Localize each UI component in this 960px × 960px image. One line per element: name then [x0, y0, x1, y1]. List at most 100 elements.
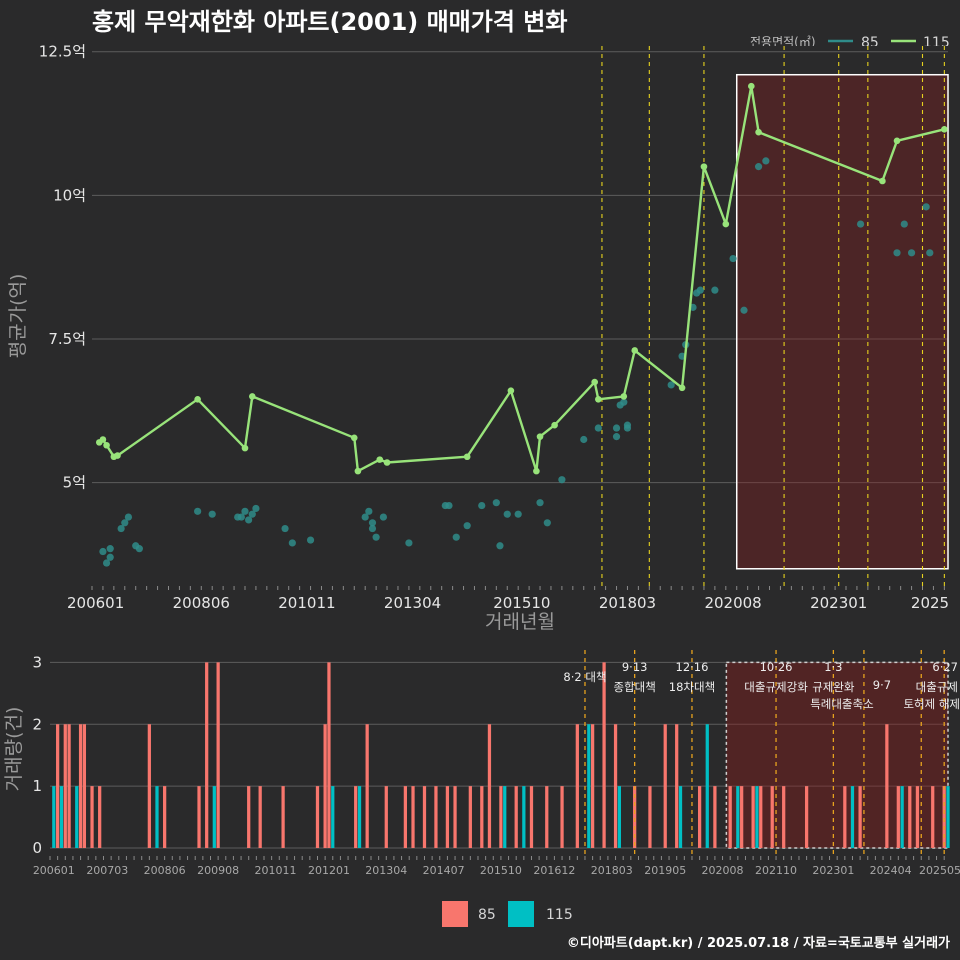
volume-bar-85 [365, 724, 369, 848]
price-point-85 [452, 533, 460, 541]
volume-x-tick-label: 200703 [86, 864, 128, 877]
volume-bar-85 [197, 786, 201, 848]
volume-bar-85 [545, 786, 549, 848]
policy-annotation-label: 규제완화 [812, 680, 855, 694]
price-point-115 [879, 177, 886, 185]
volume-bar-115 [900, 786, 904, 848]
volume-bar-115 [503, 786, 507, 848]
price-point-85 [306, 536, 315, 544]
volume-x-tick-label: 202008 [702, 864, 744, 877]
volume-legend-swatch-115 [508, 901, 534, 927]
price-point-85 [922, 203, 930, 211]
volume-bar-85 [770, 786, 774, 848]
price-point-85 [754, 163, 763, 171]
volume-bar-85 [728, 786, 732, 848]
volume-x-tick-label: 202505 [919, 864, 960, 877]
price-point-115 [383, 459, 391, 466]
volume-bar-85 [782, 786, 786, 848]
price-point-85 [372, 533, 380, 541]
volume-bar-85 [514, 786, 518, 848]
price-point-85 [696, 286, 704, 294]
volume-bar-85 [590, 724, 595, 848]
footer-credit: ©디아파트(dapt.kr) / 2025.07.18 / 자료=국토교통부 실… [567, 935, 950, 951]
price-point-85 [612, 424, 621, 432]
volume-x-tick-label: 201011 [254, 864, 296, 877]
volume-bar-115 [850, 786, 855, 848]
volume-y-axis-title: 거래량(건) [3, 707, 25, 792]
volume-bar-85 [613, 724, 618, 848]
volume-bar-85 [648, 786, 652, 848]
volume-y-tick-label: 1 [32, 777, 42, 795]
volume-x-tick-label: 202404 [870, 864, 912, 877]
price-point-115 [114, 452, 121, 459]
price-point-85 [445, 501, 453, 510]
volume-bar-85 [216, 662, 220, 848]
price-point-85 [478, 501, 486, 510]
volume-bar-85 [403, 786, 408, 848]
price-point-115 [533, 467, 540, 475]
price-point-85 [496, 542, 504, 550]
volume-x-tick-label: 201304 [365, 864, 407, 877]
price-point-115 [241, 444, 249, 452]
volume-bar-85 [147, 724, 151, 848]
policy-annotation-label: 대출규제 [916, 680, 958, 694]
price-point-85 [536, 499, 544, 507]
price-point-115 [700, 163, 708, 170]
price-y-tick-label: 5억 [63, 474, 86, 492]
price-point-115 [678, 384, 686, 392]
price-point-115 [591, 378, 598, 386]
volume-bar-85 [56, 724, 60, 848]
price-y-axis-title: 평균가(억) [7, 274, 29, 359]
volume-bar-85 [759, 786, 763, 848]
price-point-85 [558, 476, 566, 484]
volume-bar-85 [560, 786, 564, 848]
price-point-115 [722, 220, 730, 228]
price-point-85 [117, 524, 125, 533]
price-point-115 [595, 395, 602, 403]
price-point-85 [463, 522, 471, 530]
price-point-115 [620, 393, 628, 400]
price-x-tick-label: 201011 [278, 594, 335, 612]
price-point-85 [245, 516, 253, 524]
price-point-115 [893, 137, 901, 145]
price-point-85 [543, 519, 551, 527]
volume-bar-85 [915, 786, 920, 848]
volume-bar-85 [575, 724, 579, 848]
price-point-85 [907, 249, 916, 257]
price-point-85 [503, 510, 511, 518]
price-panel: 5억 7.5억 10억 12.5억 200601 200806 201011 201304 20… [7, 43, 949, 633]
policy-annotation-label: 토허제 해제 [903, 697, 960, 711]
policy-annotation-label: 8·2 대책 [563, 670, 606, 684]
price-point-85 [856, 220, 865, 228]
volume-bar-85 [354, 786, 358, 848]
volume-x-tick-label: 202110 [755, 864, 797, 877]
price-x-tick-label: 200601 [67, 594, 124, 612]
policy-date-label: 6·27 [932, 660, 958, 674]
volume-bar-115 [678, 786, 683, 848]
volume-x-tick-label: 201510 [480, 864, 522, 877]
policy-date-label: 12·16 [676, 660, 709, 674]
volume-bar-85 [896, 786, 900, 848]
volume-bar-115 [52, 786, 56, 848]
volume-bar-85 [499, 786, 503, 848]
volume-bar-85 [843, 786, 847, 848]
price-point-85 [208, 510, 216, 518]
volume-bar-85 [740, 786, 744, 848]
volume-x-tick-label: 201201 [308, 864, 350, 877]
volume-bar-85 [487, 724, 492, 848]
volume-bar-85 [78, 724, 83, 848]
price-point-85 [900, 220, 908, 228]
volume-y-tick-label: 3 [32, 653, 42, 671]
volume-bar-85 [858, 786, 862, 848]
price-point-85 [365, 507, 373, 515]
volume-bar-115 [755, 786, 759, 848]
price-point-115 [350, 434, 358, 442]
volume-bar-85 [205, 662, 209, 848]
price-point-85 [620, 398, 628, 406]
volume-legend: 85 115 [442, 901, 573, 927]
price-point-85 [106, 553, 114, 561]
volume-bar-85 [90, 786, 94, 848]
price-point-85 [132, 542, 140, 550]
legend-title: 전용면적(㎡) [750, 35, 816, 49]
volume-bar-85 [453, 786, 457, 848]
